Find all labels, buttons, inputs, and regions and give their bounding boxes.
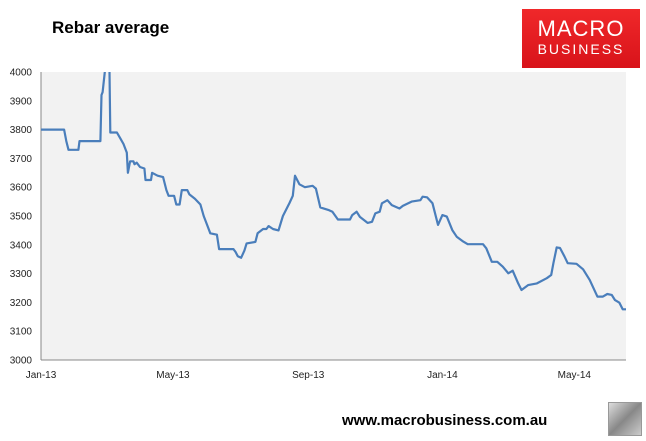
y-tick-label: 3100 bbox=[10, 327, 33, 338]
chart-title: Rebar average bbox=[52, 18, 170, 37]
y-tick-label: 3000 bbox=[10, 356, 33, 367]
logo-line2: BUSINESS bbox=[537, 41, 625, 57]
footer-url: www.macrobusiness.com.au bbox=[342, 412, 548, 429]
x-tick-label: Jan-13 bbox=[26, 370, 57, 381]
x-tick-label: May-14 bbox=[558, 370, 592, 381]
y-tick-label: 3200 bbox=[10, 298, 33, 309]
series-line-rebar-average bbox=[41, 72, 626, 311]
y-tick-label: 3900 bbox=[10, 96, 33, 107]
y-tick-label: 3600 bbox=[10, 183, 33, 194]
y-tick-label: 3800 bbox=[10, 125, 33, 136]
plot-area bbox=[41, 72, 626, 360]
y-tick-label: 3300 bbox=[10, 269, 33, 280]
y-tick-label: 3700 bbox=[10, 154, 33, 165]
x-tick-label: Jan-14 bbox=[427, 370, 458, 381]
macrobusiness-logo: MACRO BUSINESS bbox=[522, 9, 640, 68]
x-tick-label: Sep-13 bbox=[292, 370, 325, 381]
y-tick-label: 4000 bbox=[10, 68, 33, 79]
wolf-logo-image bbox=[608, 402, 642, 436]
x-tick-label: May-13 bbox=[156, 370, 190, 381]
y-tick-label: 3400 bbox=[10, 240, 33, 251]
y-tick-label: 3500 bbox=[10, 212, 33, 223]
logo-line1: MACRO bbox=[537, 16, 625, 41]
